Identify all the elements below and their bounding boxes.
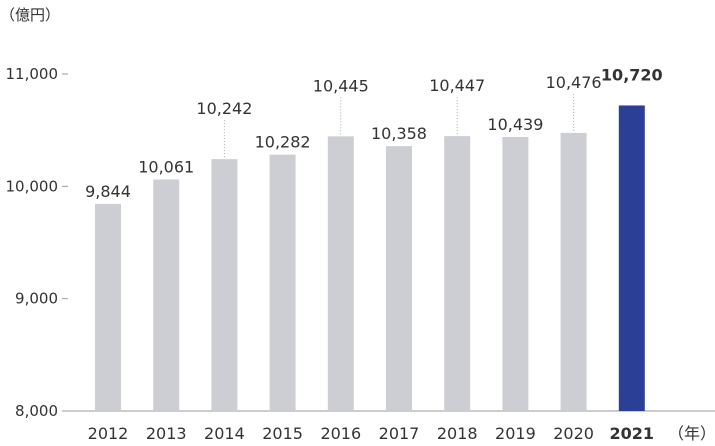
y-tick-label: 11,000 <box>6 65 59 83</box>
x-tick-label-2016: 2016 <box>320 424 361 443</box>
bar-2019 <box>502 137 529 412</box>
x-axis-unit-label: （年） <box>668 424 715 443</box>
x-tick-label-2020: 2020 <box>553 424 594 443</box>
x-tick-label-2021: 2021 <box>610 424 655 443</box>
value-label-2014: 10,242 <box>196 99 252 118</box>
x-tick-label-2019: 2019 <box>495 424 536 443</box>
y-axis-unit-label: （億円） <box>0 6 60 24</box>
bar-2013 <box>153 179 180 411</box>
value-label-2016: 10,445 <box>313 76 369 95</box>
bar-2020 <box>560 132 587 411</box>
bar-2014 <box>211 159 238 411</box>
bar-2012 <box>95 203 121 411</box>
bar-2016 <box>327 136 354 411</box>
x-tick-label-2015: 2015 <box>262 424 303 443</box>
value-label-2015: 10,282 <box>255 133 311 152</box>
bar-2017 <box>386 146 412 412</box>
x-tick-label-2018: 2018 <box>437 424 478 443</box>
bars-group <box>95 105 645 412</box>
x-axis-ticks: 2012 2013 2014 2015 2016 2017 2018 2019 2020 2021 <box>88 424 654 443</box>
value-label-2019: 10,439 <box>487 115 543 134</box>
y-tick-label: 8,000 <box>15 402 58 420</box>
y-tick-label: 10,000 <box>6 177 59 195</box>
bar-2021 <box>618 105 645 411</box>
bar-2018 <box>444 136 471 411</box>
bar-2015 <box>269 154 296 411</box>
x-tick-label-2012: 2012 <box>88 424 129 443</box>
value-label-2018: 10,447 <box>429 76 485 95</box>
x-tick-label-2017: 2017 <box>379 424 420 443</box>
x-tick-label-2013: 2013 <box>146 424 187 443</box>
y-tick-label: 9,000 <box>15 290 58 308</box>
value-label-2020: 10,476 <box>546 73 602 92</box>
value-label-2021: 10,720 <box>601 65 663 84</box>
value-label-2013: 10,061 <box>138 157 194 176</box>
value-label-2017: 10,358 <box>371 124 427 143</box>
x-tick-label-2014: 2014 <box>204 424 245 443</box>
value-label-2012: 9,844 <box>85 182 131 201</box>
